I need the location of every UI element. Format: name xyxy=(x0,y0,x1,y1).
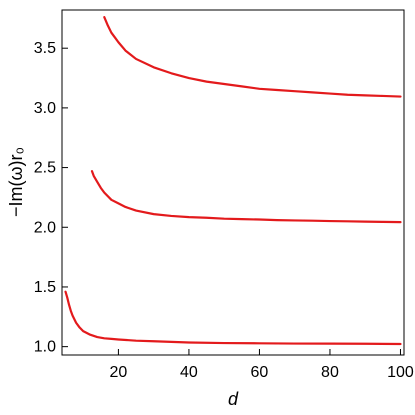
y-tick-label: 1.5 xyxy=(34,279,56,296)
x-tick-label: 100 xyxy=(387,364,414,381)
plot-frame xyxy=(61,9,405,356)
series-line-1 xyxy=(103,16,402,98)
x-tick-label: 20 xyxy=(110,364,128,381)
y-tick-label: 3.0 xyxy=(34,100,56,117)
series-line-2 xyxy=(90,170,402,224)
y-tick-label: 2.5 xyxy=(34,160,56,177)
series-lines xyxy=(64,16,402,346)
x-tick-label: 80 xyxy=(321,364,339,381)
y-tick-label: 3.5 xyxy=(34,40,56,57)
y-tick-label: 2.0 xyxy=(34,219,56,236)
y-tick-label: 1.0 xyxy=(34,339,56,356)
y-axis-ticks: 1.0 1.5 2.0 2.5 3.0 3.5 xyxy=(34,40,68,356)
x-axis-ticks: 20 40 60 80 100 xyxy=(110,349,414,381)
x-axis-label: d xyxy=(228,389,239,409)
x-tick-label: 40 xyxy=(180,364,198,381)
series-line-3 xyxy=(64,290,402,346)
y-axis-label: −Im(ω)r₀ xyxy=(6,147,26,217)
x-tick-label: 60 xyxy=(251,364,269,381)
